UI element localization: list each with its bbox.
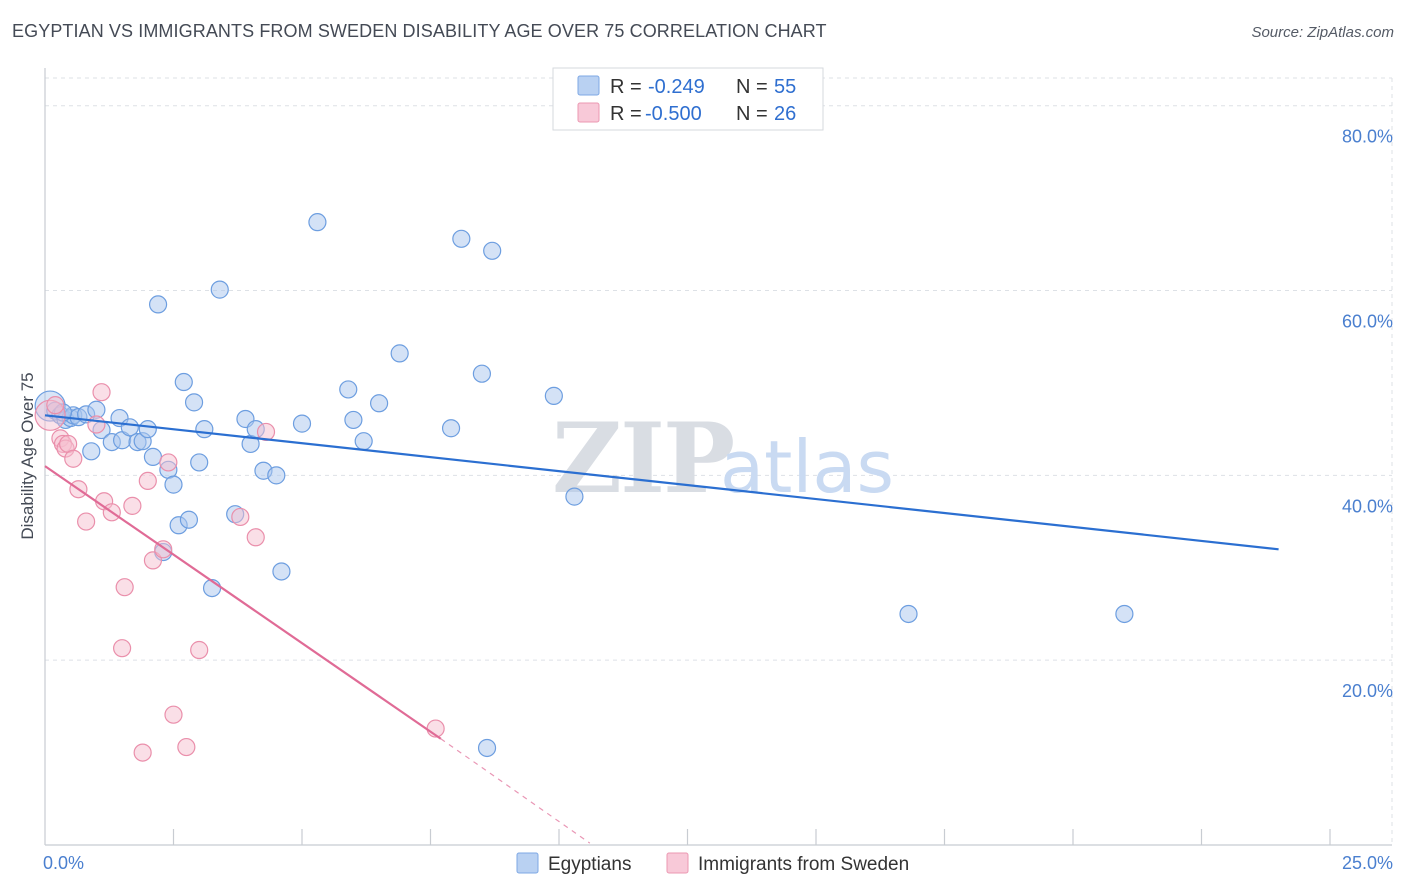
sweden-trend-extension: [440, 738, 591, 844]
sweden-point-20: [159, 453, 178, 472]
sweden-point-22: [177, 737, 196, 757]
egyptians-point-44: [390, 344, 409, 363]
egyptians-trend-line: [44, 414, 1279, 551]
egyptians-point-51: [565, 487, 584, 506]
sweden-point-13: [112, 639, 132, 658]
y-tick-label-40: 40.0%: [1342, 496, 1393, 516]
egyptians-point-52: [899, 604, 918, 624]
egyptians-point-36: [267, 466, 286, 485]
egyptians-point-37: [272, 562, 291, 581]
legend-n-label-blue: N =: [736, 76, 768, 98]
egyptians-point-27: [190, 453, 209, 472]
watermark: ZIP atlas: [552, 402, 894, 515]
legend-swatch-blue: [577, 75, 600, 96]
x-tick-label-min: 0.0%: [43, 853, 84, 873]
egyptians-point-43: [370, 394, 389, 413]
egyptians-point-24: [174, 372, 193, 392]
egyptians-point-48: [477, 738, 497, 758]
sweden-point-9: [87, 415, 106, 434]
egyptians-point-30: [210, 280, 229, 299]
sweden-point-23: [190, 640, 209, 660]
egyptians-point-25: [179, 510, 199, 529]
chart-source: Source: ZipAtlas.com: [1251, 24, 1394, 41]
egyptians-point-41: [344, 410, 363, 430]
sweden-point-21: [164, 705, 183, 724]
sweden-point-1: [46, 396, 65, 415]
legend-swatch-pink: [577, 102, 600, 123]
sweden-point-18: [143, 551, 163, 570]
y-axis-title: Disability Age Over 75: [18, 372, 37, 539]
watermark-atlas: atlas: [720, 425, 894, 509]
egyptians-point-28: [195, 420, 214, 439]
correlation-legend: R = -0.249 N = 55 R = -0.500 N = 26: [552, 67, 824, 131]
series-legend-sweden: Immigrants from Sweden: [698, 854, 909, 875]
egyptians-point-47: [472, 364, 491, 383]
sweden-point-17: [138, 471, 157, 491]
axis-layer: 20.0% 40.0% 60.0% 80.0% 0.0% 25.0%: [43, 68, 1393, 873]
y-tick-label-20: 20.0%: [1342, 681, 1393, 701]
egyptians-point-46: [452, 229, 471, 248]
legend-n-value-blue: 55: [774, 76, 796, 98]
sweden-point-25: [246, 528, 265, 547]
sweden-point-14: [115, 578, 134, 597]
egyptians-point-49: [483, 241, 502, 260]
legend-r-label-blue: R =: [610, 76, 642, 98]
sweden-trend-line: [44, 465, 442, 740]
egyptians-point-18: [143, 447, 163, 466]
legend-n-value-pink: 26: [774, 103, 796, 125]
trend-layer: [44, 414, 1279, 844]
egyptians-point-8: [82, 442, 101, 461]
y-tick-label-60: 60.0%: [1342, 312, 1393, 332]
sweden-point-16: [133, 743, 152, 762]
chart-title: EGYPTIAN VS IMMIGRANTS FROM SWEDEN DISAB…: [12, 21, 827, 41]
egyptians-point-45: [441, 419, 461, 438]
sweden-point-15: [123, 496, 142, 515]
points-layer: [34, 213, 1134, 762]
sweden-point-26: [256, 422, 276, 442]
series-legend-swatch-sweden: [666, 852, 689, 874]
egyptians-point-53: [1115, 604, 1134, 624]
egyptians-point-38: [292, 414, 312, 433]
egyptians-point-26: [184, 393, 204, 412]
sweden-point-8: [77, 512, 96, 531]
egyptians-point-39: [308, 213, 327, 232]
series-legend-egyptians: Egyptians: [548, 854, 631, 875]
legend-r-value-pink: -0.500: [645, 103, 702, 125]
y-tick-label-80: 80.0%: [1342, 127, 1393, 147]
egyptians-point-19: [148, 295, 168, 314]
sweden-point-10: [92, 383, 111, 402]
egyptians-point-50: [544, 386, 563, 405]
egyptians-point-42: [354, 432, 373, 451]
sweden-point-24: [231, 507, 250, 527]
legend-r-label-pink: R =: [610, 103, 642, 125]
series-legend: Egyptians Immigrants from Sweden: [516, 852, 909, 875]
egyptians-point-17: [138, 420, 157, 439]
legend-n-label-pink: N =: [736, 103, 768, 125]
x-tick-label-max: 25.0%: [1342, 853, 1393, 873]
egyptians-point-22: [164, 475, 183, 494]
series-legend-swatch-egyptians: [516, 852, 539, 874]
sweden-point-6: [64, 449, 83, 468]
egyptians-point-40: [339, 380, 358, 399]
legend-r-value-blue: -0.249: [648, 76, 705, 98]
